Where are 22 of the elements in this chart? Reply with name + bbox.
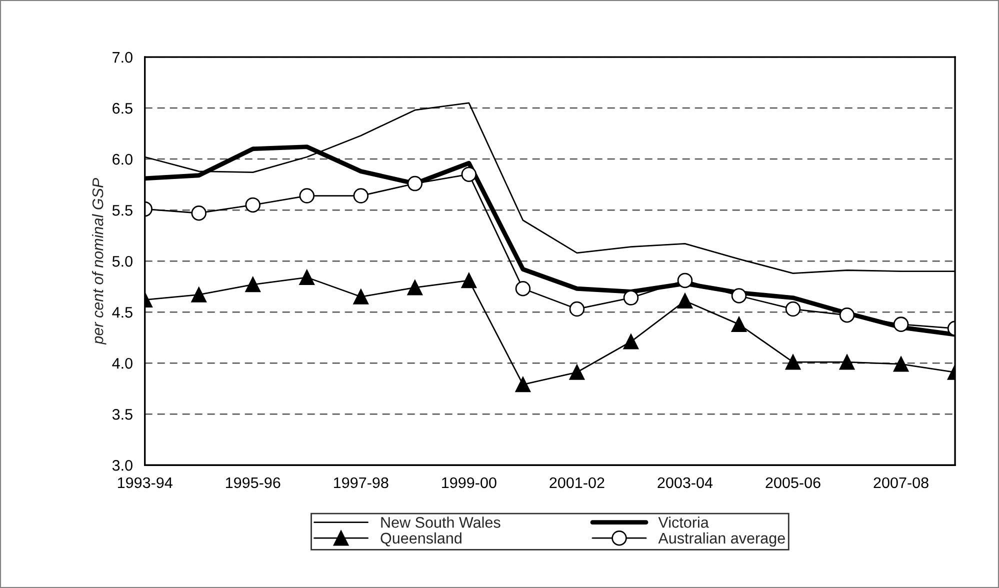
legend-label: Victoria xyxy=(658,516,709,528)
x-tick-label: 2005-06 xyxy=(766,477,820,488)
y-tick-label: 3.5 xyxy=(112,408,132,420)
y-axis-title: per cent of nominal GSP xyxy=(92,178,106,345)
x-tick-label: 1999-00 xyxy=(442,477,496,488)
x-tick-label: 2007-08 xyxy=(874,477,928,488)
legend-label: Queensland xyxy=(380,532,462,546)
y-tick-label: 4.0 xyxy=(112,358,132,369)
y-tick-label: 4.5 xyxy=(112,307,132,318)
legend-label: New South Wales xyxy=(381,516,500,528)
y-tick-label: 6.0 xyxy=(112,154,132,165)
legend-label: Australian average xyxy=(658,532,785,547)
y-tick-label: 3.0 xyxy=(112,460,132,471)
y-tick-label: 6.5 xyxy=(112,102,132,114)
x-tick-label: 2003-04 xyxy=(658,477,713,488)
y-tick-label: 7.0 xyxy=(112,52,132,63)
x-tick-label: 1995-96 xyxy=(226,477,280,488)
y-tick-label: 5.5 xyxy=(112,205,132,216)
y-tick-label: 5.0 xyxy=(112,256,132,267)
x-tick-label: 2001-02 xyxy=(550,477,604,488)
x-tick-label: 1993-94 xyxy=(118,477,172,488)
x-tick-label: 1997-98 xyxy=(334,477,388,488)
